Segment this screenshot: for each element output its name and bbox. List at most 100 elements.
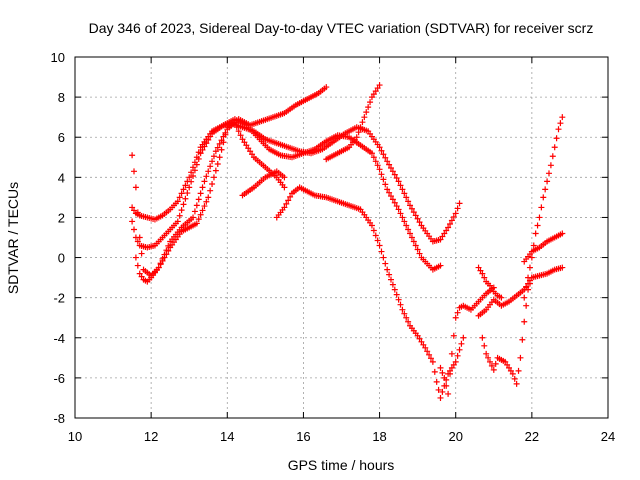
data-point [195, 155, 202, 162]
y-tick-label: 4 [58, 170, 65, 185]
data-point [414, 332, 421, 339]
data-point [197, 190, 204, 197]
x-tick-label: 22 [525, 429, 539, 444]
data-point [209, 158, 216, 165]
data-point [507, 367, 514, 374]
data-point [378, 147, 385, 154]
data-point [395, 178, 402, 185]
x-tick-label: 20 [448, 429, 462, 444]
data-point [427, 355, 434, 362]
data-point [380, 151, 387, 158]
data-point [559, 264, 566, 271]
data-point [416, 250, 423, 257]
data-point [555, 126, 562, 133]
data-point [475, 264, 482, 271]
data-point [540, 194, 547, 201]
data-point [525, 280, 532, 287]
data-point [287, 193, 294, 200]
data-point [193, 220, 200, 227]
y-tick-label: -2 [53, 291, 65, 306]
data-point [504, 361, 511, 368]
data-point [201, 143, 208, 150]
data-point [131, 168, 138, 175]
data-point [214, 160, 221, 167]
data-point [197, 150, 204, 157]
data-point [174, 198, 181, 205]
data-point [178, 190, 185, 197]
data-point [285, 197, 292, 204]
data-point [182, 195, 189, 202]
data-point [454, 205, 461, 212]
y-tick-label: 6 [58, 130, 65, 145]
data-point [380, 176, 387, 183]
data-point [207, 187, 214, 194]
data-point [397, 182, 404, 189]
data-point [397, 210, 404, 217]
data-point [401, 310, 408, 317]
data-point [391, 171, 398, 178]
data-point [454, 309, 461, 316]
data-point [372, 158, 379, 165]
data-point [397, 301, 404, 308]
data-point [184, 190, 191, 197]
data-point [157, 260, 164, 267]
series-12 [521, 230, 566, 265]
data-point [384, 186, 391, 193]
data-point [241, 139, 248, 146]
data-point [368, 94, 375, 101]
data-point [532, 230, 539, 237]
data-point [190, 214, 197, 221]
data-point [389, 196, 396, 203]
data-point [239, 136, 246, 143]
data-point [437, 262, 444, 269]
data-point [382, 154, 389, 161]
data-point [220, 133, 227, 140]
data-point [439, 369, 446, 376]
data-point [203, 173, 210, 180]
data-point [441, 230, 448, 237]
data-point [195, 216, 202, 223]
x-tick-label: 24 [601, 429, 615, 444]
y-tick-labels: -8 -6 -4 -2 0 2 4 6 8 10 [51, 50, 65, 426]
series-4 [132, 84, 330, 285]
plot-frame [74, 56, 609, 419]
data-point [515, 367, 522, 374]
data-point [210, 174, 217, 181]
data-point [526, 277, 533, 284]
data-point [526, 264, 533, 271]
data-point [445, 390, 452, 397]
y-tick-label: -8 [53, 411, 65, 426]
data-point [222, 129, 229, 136]
data-point [486, 358, 493, 365]
data-point [129, 204, 136, 211]
data-point [218, 146, 225, 153]
data-point [460, 334, 467, 341]
data-point [456, 200, 463, 207]
data-point [155, 264, 162, 271]
chart-title: Day 346 of 2023, Sidereal Day-to-day VTE… [89, 20, 594, 36]
data-point [424, 348, 431, 355]
data-points [129, 82, 566, 401]
data-point [456, 346, 463, 353]
data-point [452, 314, 459, 321]
data-point [132, 254, 139, 261]
data-point [191, 167, 198, 174]
data-point [525, 274, 532, 281]
data-point [190, 164, 197, 171]
data-point [387, 164, 394, 171]
data-point [374, 85, 381, 92]
series-11 [475, 264, 505, 301]
data-point [523, 302, 530, 309]
data-point [382, 181, 389, 188]
data-point [483, 350, 490, 357]
data-point [363, 109, 370, 116]
data-point [391, 199, 398, 206]
data-point [129, 218, 136, 225]
data-point [458, 340, 465, 347]
x-tick-label: 18 [372, 429, 386, 444]
data-point [367, 99, 374, 106]
data-point [557, 120, 564, 127]
data-point [519, 336, 526, 343]
data-point [159, 255, 166, 262]
data-point [521, 318, 528, 325]
